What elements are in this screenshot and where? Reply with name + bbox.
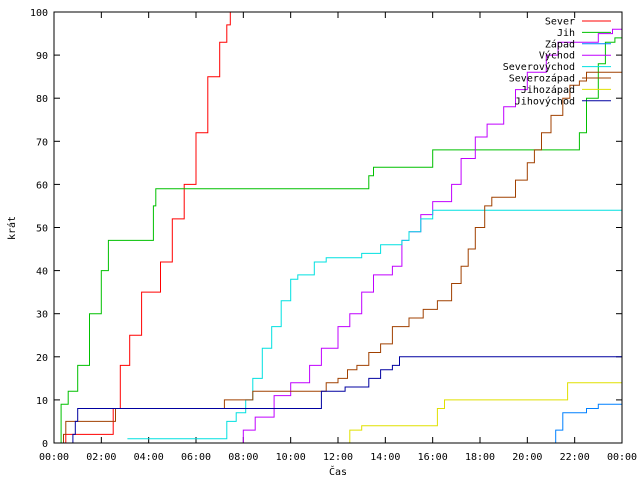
y-axis: 0 10 20 30 40 50 60 70 80 90 100	[30, 8, 622, 450]
series-line-jih	[54, 37, 622, 444]
x-tick-label: 12:00	[323, 452, 353, 463]
series-line-sever	[64, 12, 231, 444]
y-tick-label: 10	[36, 396, 48, 407]
y-tick-label: 80	[36, 94, 48, 105]
series-line-západ	[551, 403, 622, 444]
legend-label: Západ	[545, 38, 575, 50]
series-line-severozápad	[62, 71, 622, 444]
y-tick-label: 20	[36, 353, 48, 364]
x-tick-label: 20:00	[512, 452, 542, 463]
legend-label: Severovýchod	[503, 61, 575, 73]
x-tick-label: 04:00	[134, 452, 164, 463]
x-tick-label: 06:00	[181, 452, 211, 463]
series-line-jihozápad	[345, 382, 622, 444]
y-tick-label: 70	[36, 137, 48, 148]
x-tick-label: 02:00	[86, 452, 116, 463]
x-axis-title: Čas	[329, 465, 347, 478]
x-axis: 00:00 02:00 04:00 06:00 08:00 10:00 12:00 14:00…	[39, 12, 637, 463]
x-tick-label: 08:00	[228, 452, 258, 463]
y-tick-label: 0	[42, 439, 48, 450]
legend-label: Jihovýchod	[515, 95, 575, 107]
x-tick-label: 14:00	[370, 452, 400, 463]
y-tick-label: 50	[36, 224, 48, 235]
legend-label: Východ	[539, 50, 575, 62]
x-tick-label: 10:00	[276, 452, 306, 463]
legend-label: Sever	[545, 17, 575, 28]
y-tick-label: 30	[36, 310, 48, 321]
legend-label: Jihozápad	[521, 84, 575, 96]
y-axis-title: krát	[6, 216, 18, 240]
legend-label: Severozápad	[509, 73, 575, 85]
x-tick-label: 22:00	[560, 452, 590, 463]
series-line-severovýchod	[127, 209, 622, 440]
x-tick-label: 00:00	[607, 452, 637, 463]
plot-area-border	[53, 11, 623, 444]
y-tick-label: 90	[36, 51, 48, 62]
x-tick-label: 18:00	[465, 452, 495, 463]
series-lines	[54, 12, 623, 444]
series-line-jihovýchod	[70, 322, 623, 444]
x-tick-label: 00:00	[39, 452, 69, 463]
y-tick-label: 40	[36, 267, 48, 278]
y-tick-label: 100	[30, 8, 48, 19]
legend-label: Jih	[557, 28, 575, 39]
y-tick-label: 60	[36, 180, 48, 191]
legend: SeverJihZápadVýchodSeverovýchodSeverozáp…	[503, 17, 611, 107]
x-tick-label: 16:00	[418, 452, 448, 463]
